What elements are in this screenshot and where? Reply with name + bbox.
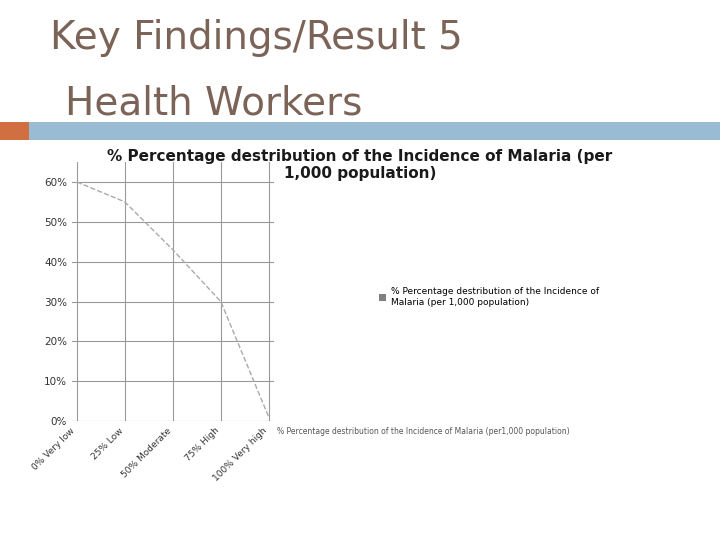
Text: % Percentage destribution of the Incidence of Malaria (per1,000 population): % Percentage destribution of the Inciden… [277, 427, 570, 436]
Text: % Percentage destribution of the Incidence of Malaria (per
1,000 population): % Percentage destribution of the Inciden… [107, 148, 613, 181]
Text: Key Findings/Result 5: Key Findings/Result 5 [50, 18, 463, 57]
Legend: % Percentage destribution of the Incidence of
Malaria (per 1,000 population): % Percentage destribution of the Inciden… [379, 287, 599, 307]
Text: Health Workers: Health Workers [65, 84, 362, 123]
